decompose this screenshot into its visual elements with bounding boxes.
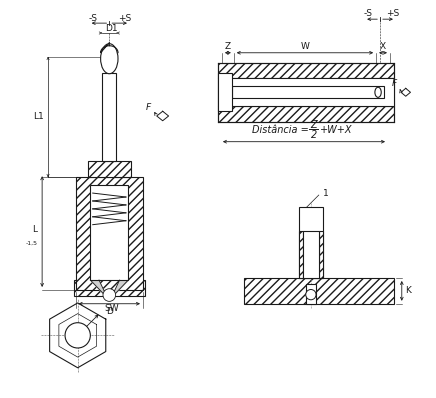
Bar [102, 72, 116, 162]
Bar [218, 73, 232, 111]
Bar [319, 230, 323, 278]
Text: W: W [300, 42, 310, 51]
Bar [218, 62, 394, 78]
Ellipse shape [101, 44, 118, 74]
Bar [244, 278, 394, 304]
Text: 2: 2 [310, 130, 317, 140]
Bar [299, 230, 303, 278]
Text: Z: Z [310, 120, 317, 130]
Bar [303, 230, 319, 278]
Circle shape [306, 289, 316, 300]
Text: -S: -S [89, 14, 98, 23]
Text: L: L [32, 225, 37, 234]
Circle shape [65, 323, 90, 348]
Text: SW: SW [105, 304, 119, 313]
Text: -1,5: -1,5 [25, 241, 37, 246]
Bar [74, 280, 145, 296]
Text: D: D [106, 307, 113, 316]
Bar [76, 177, 143, 290]
Text: Z: Z [225, 42, 231, 51]
Bar [306, 284, 316, 304]
Text: Distância =: Distância = [252, 125, 311, 135]
Text: L1: L1 [33, 113, 44, 121]
Ellipse shape [375, 87, 381, 98]
Text: -S: -S [364, 9, 373, 18]
Text: +S: +S [386, 9, 399, 18]
Bar [218, 106, 394, 122]
Text: X: X [380, 42, 386, 51]
Text: K: K [405, 287, 411, 295]
Circle shape [103, 289, 116, 301]
Text: 1: 1 [323, 189, 328, 197]
Bar [232, 86, 384, 98]
Text: F: F [392, 79, 397, 88]
Bar [90, 185, 128, 280]
Bar [218, 78, 394, 106]
Text: D1: D1 [106, 24, 118, 33]
Bar [88, 162, 131, 177]
Text: +S: +S [119, 14, 132, 23]
Polygon shape [90, 280, 107, 298]
Text: +W+X: +W+X [320, 125, 352, 135]
Text: F: F [146, 103, 151, 112]
Bar [299, 207, 323, 278]
Polygon shape [111, 280, 128, 298]
